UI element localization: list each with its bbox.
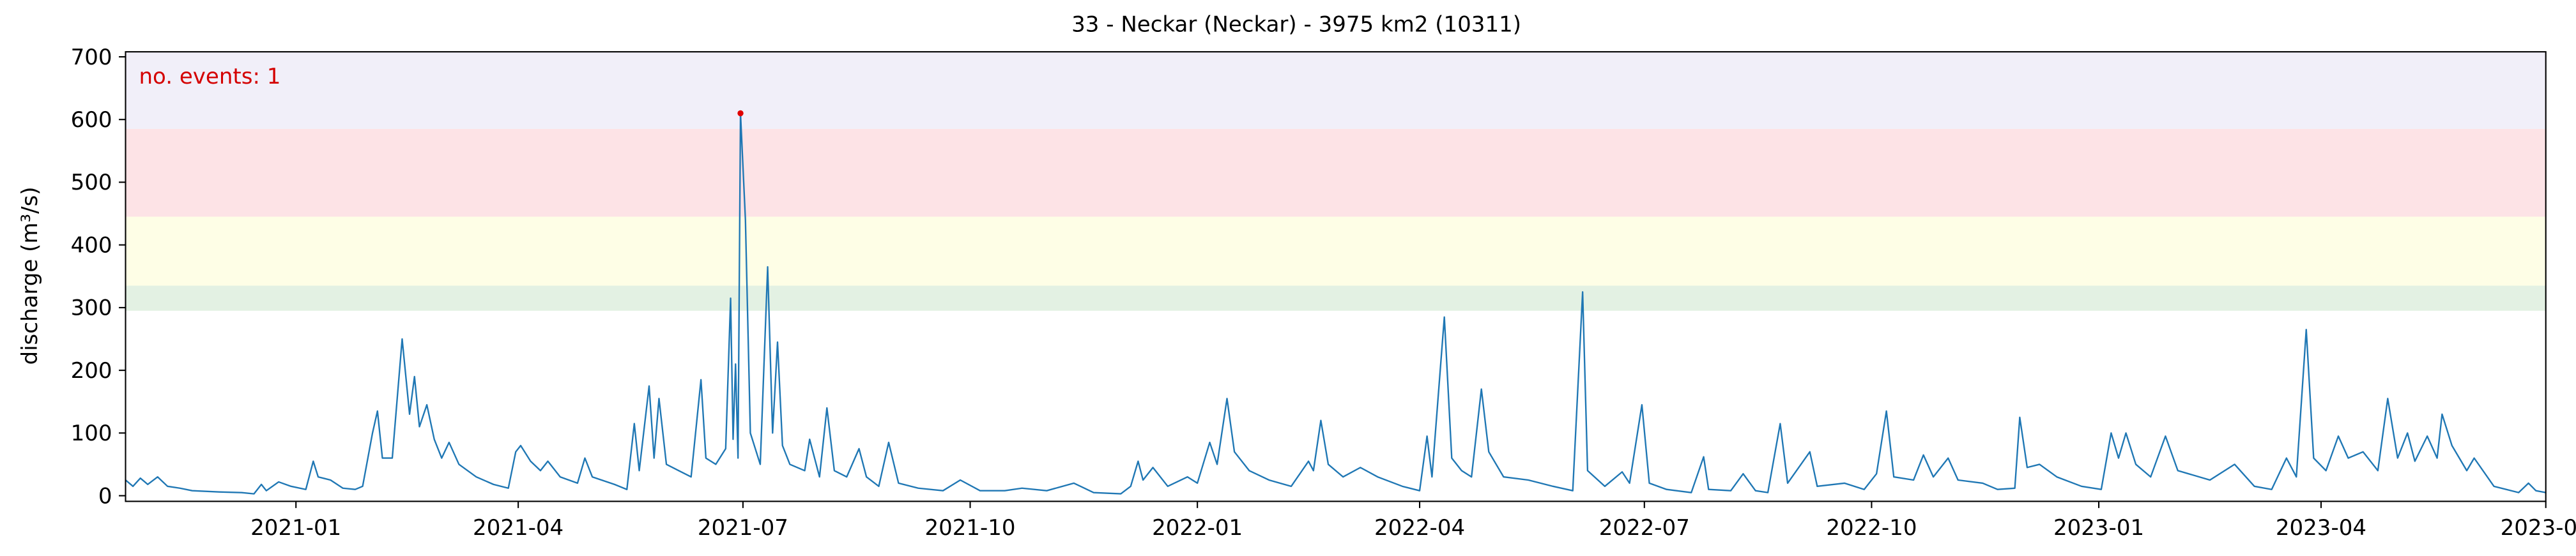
threshold-band [125,285,2546,311]
x-tick-label: 2022-10 [1826,515,1917,541]
threshold-band [125,128,2546,217]
x-tick-label: 2022-01 [1152,515,1243,541]
x-tick-label: 2023-07 [2501,515,2576,541]
event-count: no. events: 1 [139,64,280,89]
x-tick-label: 2021-10 [924,515,1015,541]
discharge-line [125,112,2546,495]
chart-title: 33 - Neckar (Neckar) - 3975 km2 (10311) [1071,12,1521,38]
threshold-band [125,216,2546,286]
x-tick-label: 2022-07 [1599,515,1690,541]
event-marker [737,110,744,117]
y-tick-label: 0 [98,483,112,509]
x-tick-label: 2021-07 [698,515,788,541]
x-tick-label: 2021-01 [250,515,341,541]
y-tick-label: 700 [71,45,112,70]
y-tick-label: 600 [71,107,112,133]
y-tick-label: 300 [71,296,112,321]
x-tick-label: 2022-04 [1374,515,1465,541]
y-tick-label: 100 [71,421,112,446]
x-tick-label: 2021-04 [473,515,564,541]
y-tick-label: 500 [71,170,112,195]
plot-frame [125,51,2547,502]
x-tick-label: 2023-01 [2053,515,2144,541]
y-axis-label: discharge (m³/s) [17,186,43,364]
y-tick-label: 400 [71,232,112,258]
x-tick-label: 2023-04 [2276,515,2366,541]
threshold-band [125,52,2546,129]
y-tick-label: 200 [71,358,112,384]
